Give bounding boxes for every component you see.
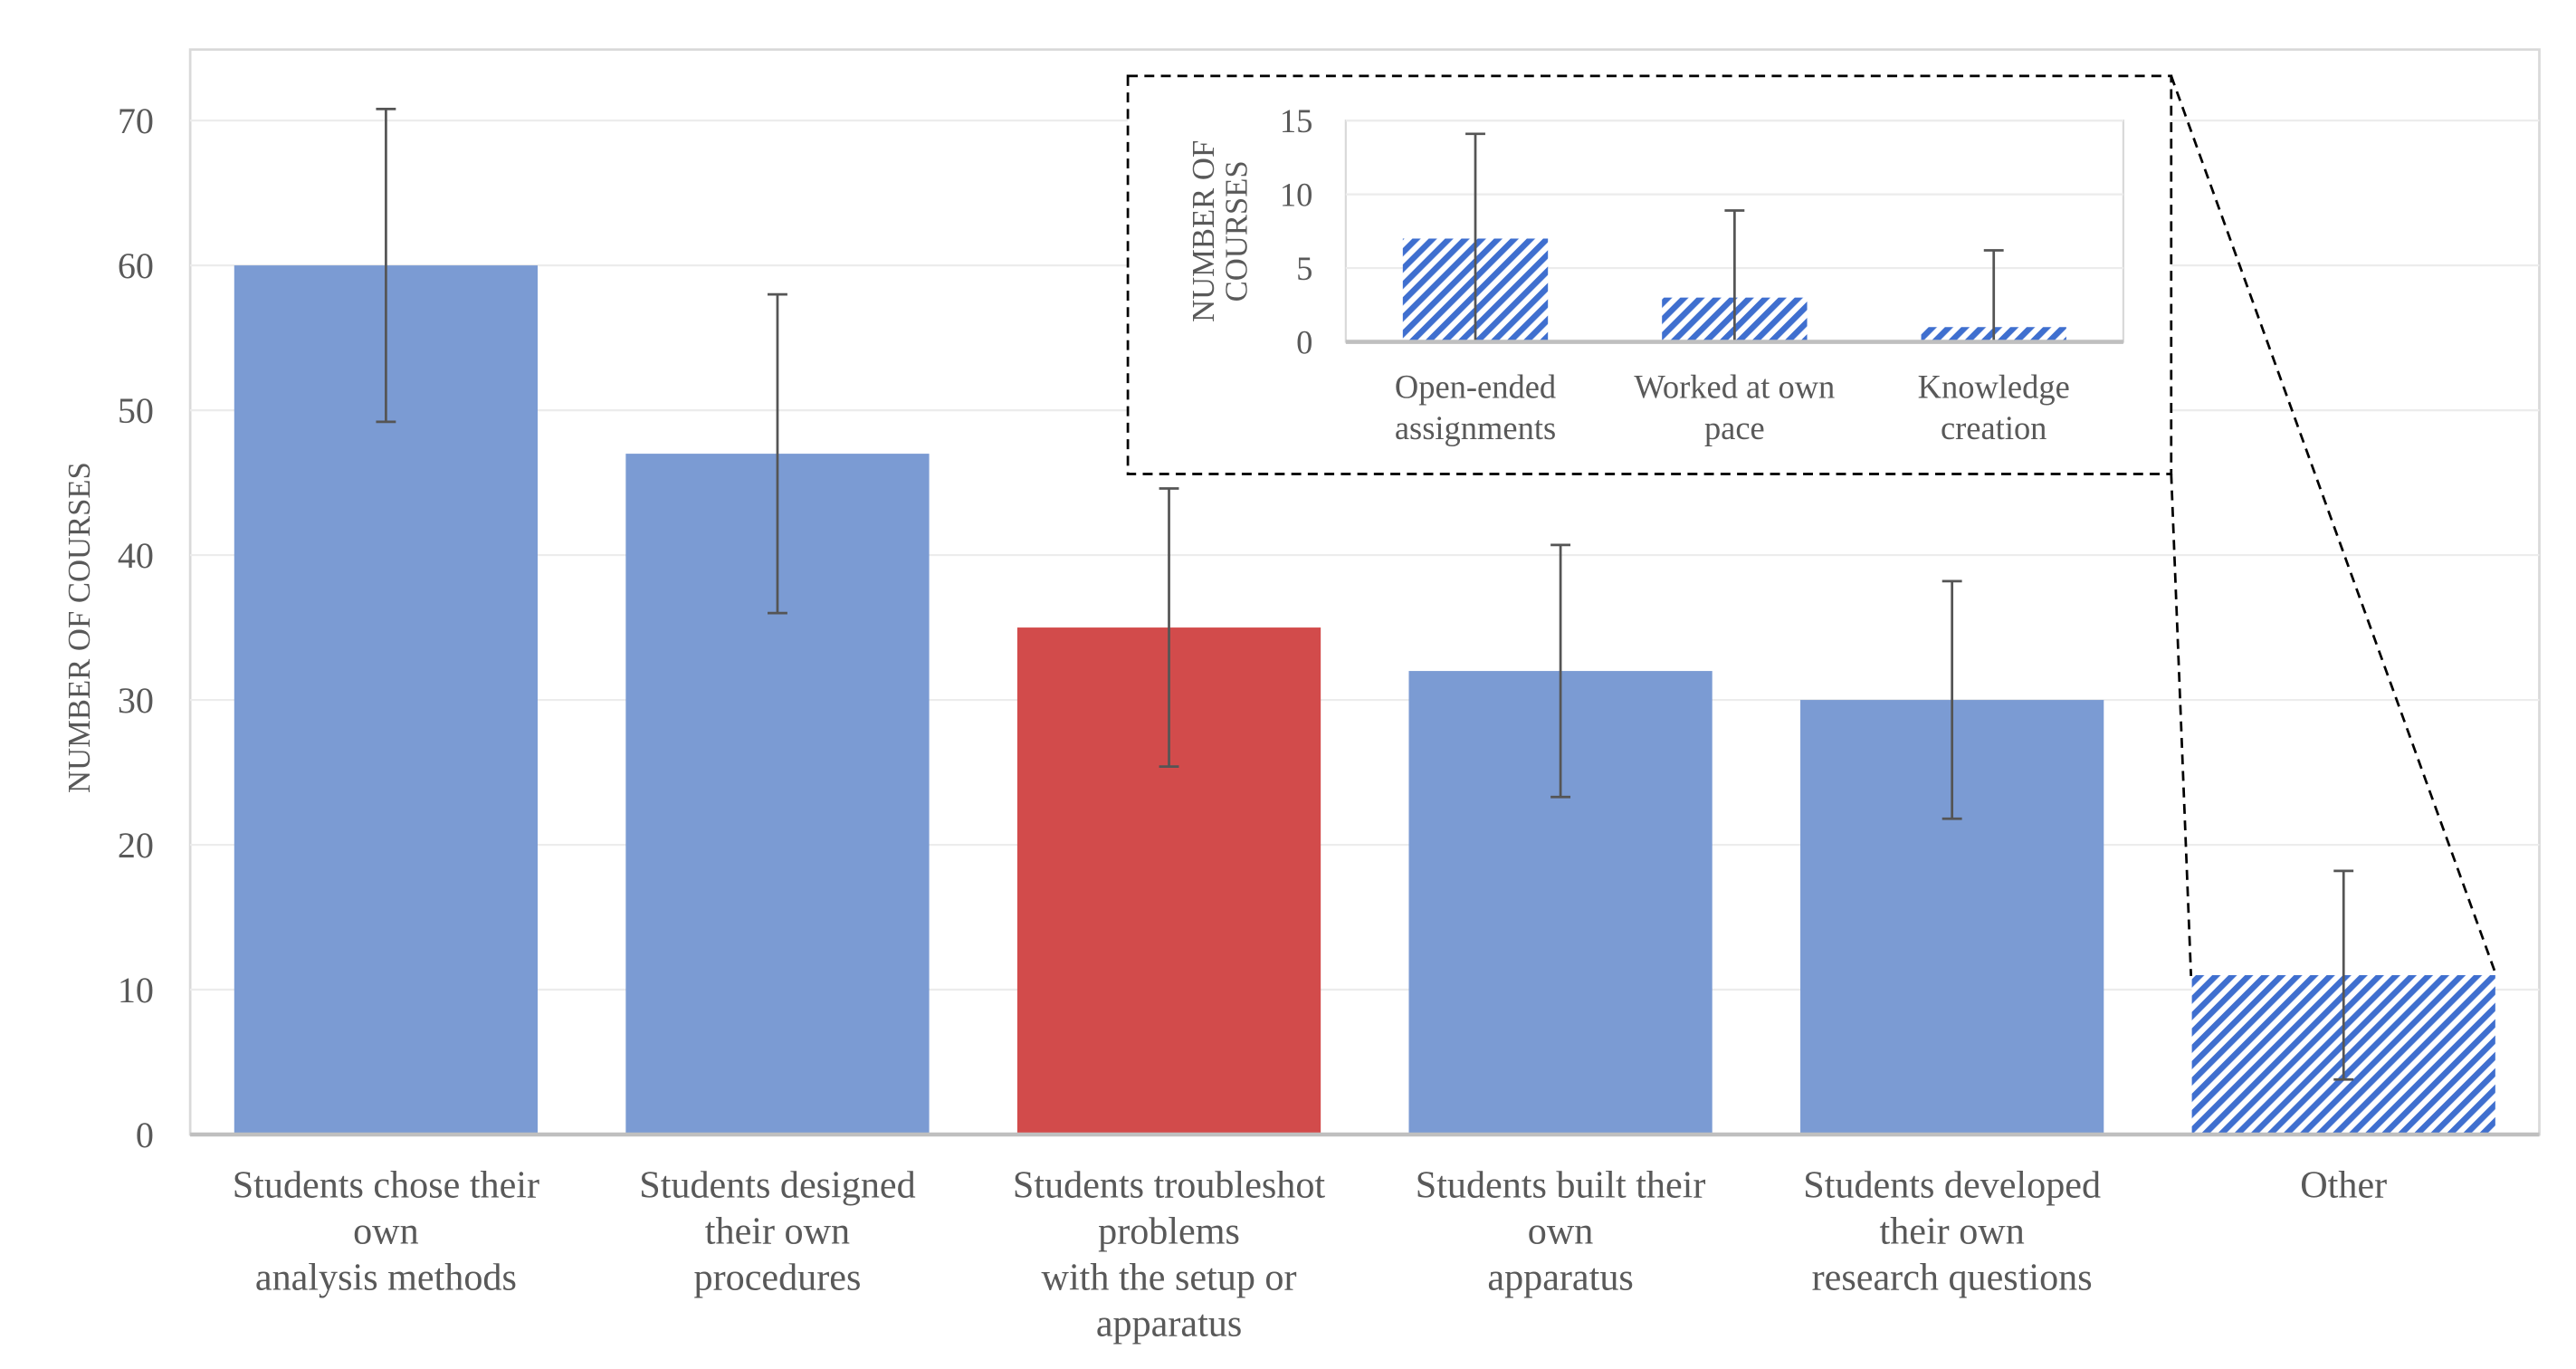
y-tick-label: 10	[118, 970, 154, 1010]
x-category-label: Students built their	[1416, 1163, 1706, 1206]
x-category-label: apparatus	[1487, 1256, 1633, 1298]
y-tick-label: 0	[136, 1115, 154, 1155]
y-tick-label: 70	[118, 101, 154, 141]
x-category-label: analysis methods	[255, 1256, 517, 1298]
x-category-label: Knowledge	[1918, 369, 2070, 406]
y-axis-title: NUMBER OF COURSES	[62, 462, 97, 793]
y-axis-title: NUMBER OF	[1187, 140, 1221, 322]
x-category-label: Students troubleshot	[1013, 1163, 1325, 1206]
y-tick-label: 5	[1296, 251, 1312, 287]
x-category-label: Students designed	[639, 1163, 915, 1206]
y-tick-label: 50	[118, 390, 154, 431]
x-category-label: research questions	[1812, 1256, 2093, 1298]
x-category-label: own	[353, 1210, 419, 1252]
x-category-label: Students developed	[1803, 1163, 2101, 1206]
x-category-label: their own	[1880, 1210, 2025, 1252]
x-category-label: procedures	[694, 1256, 862, 1298]
x-category-label: Open-ended	[1395, 369, 1556, 406]
x-category-label: Students chose their	[233, 1163, 539, 1206]
x-category-label: problems	[1098, 1210, 1240, 1252]
y-tick-label: 15	[1280, 103, 1312, 139]
y-tick-label: 60	[118, 245, 154, 286]
x-category-label: creation	[1941, 410, 2046, 446]
y-tick-label: 20	[118, 825, 154, 866]
y-tick-label: 10	[1280, 177, 1312, 213]
x-category-label: their own	[705, 1210, 850, 1252]
y-tick-label: 40	[118, 535, 154, 576]
x-category-label: Other	[2300, 1163, 2387, 1206]
x-category-label: pace	[1704, 410, 1765, 446]
y-axis-title: COURSES	[1219, 160, 1254, 302]
x-category-label: assignments	[1395, 410, 1556, 446]
y-tick-label: 30	[118, 680, 154, 721]
y-tick-label: 0	[1296, 324, 1312, 360]
x-category-label: Worked at own	[1634, 369, 1835, 406]
x-category-label: with the setup or	[1042, 1256, 1297, 1298]
x-category-label: apparatus	[1096, 1303, 1242, 1345]
x-category-label: own	[1528, 1210, 1594, 1252]
inset-connector-lines	[2170, 75, 2498, 977]
